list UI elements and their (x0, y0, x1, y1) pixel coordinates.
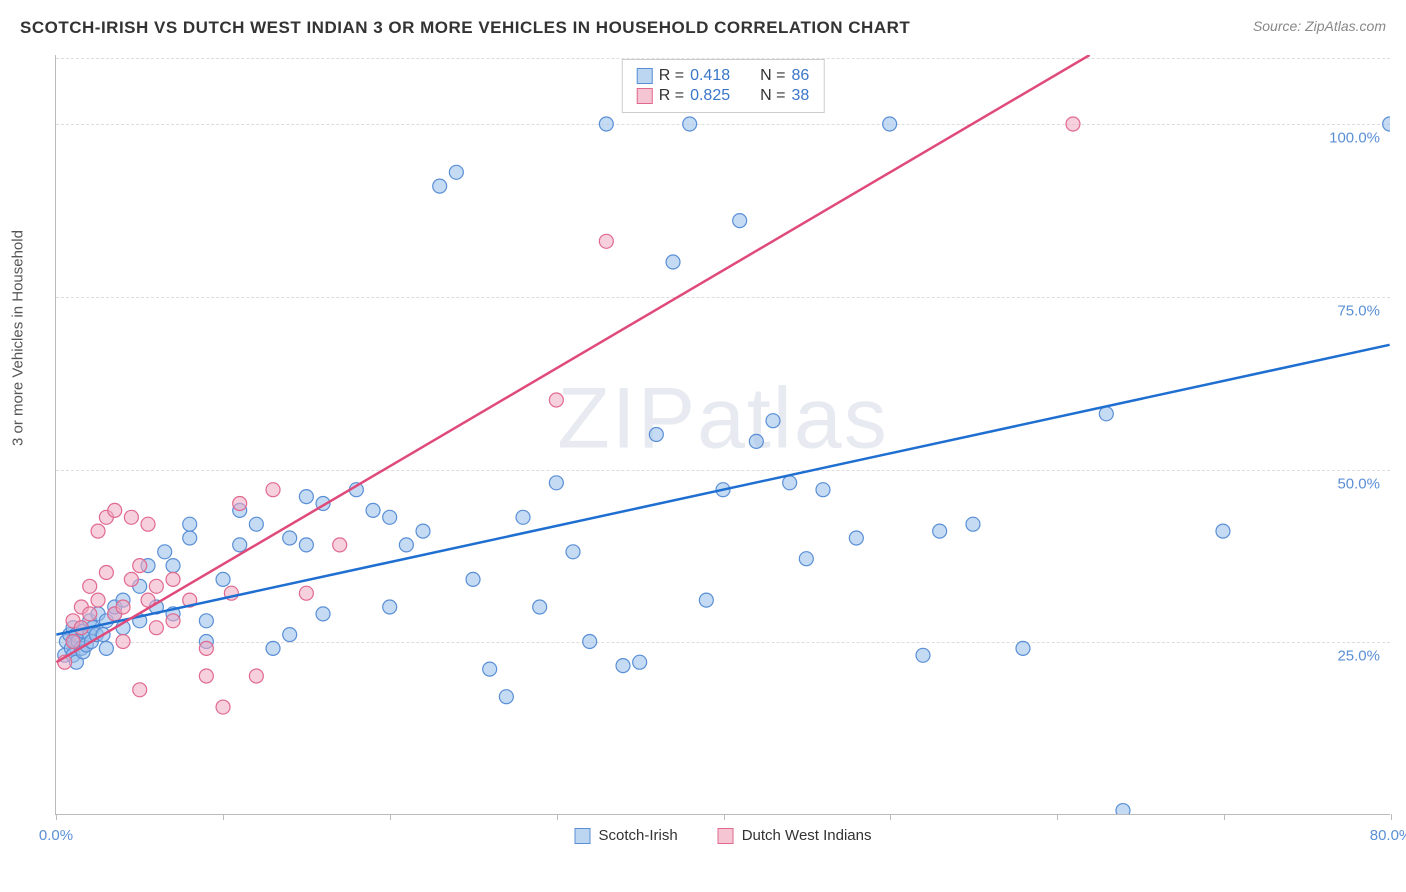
stats-swatch-1 (637, 68, 653, 84)
plot-svg (56, 55, 1390, 814)
stats-row: R = 0.825 N = 38 (637, 86, 810, 106)
stats-r-value-2: 0.825 (690, 87, 730, 105)
legend-item-2: Dutch West Indians (718, 827, 872, 844)
legend: Scotch-Irish Dutch West Indians (575, 827, 872, 844)
stats-n-value-2: 38 (791, 87, 809, 105)
stats-label-n: N = (760, 67, 785, 85)
chart-container: SCOTCH-IRISH VS DUTCH WEST INDIAN 3 OR M… (0, 0, 1406, 892)
source-label: Source: ZipAtlas.com (1253, 18, 1386, 34)
stats-label-r: R = (659, 87, 684, 105)
xtick-label: 0.0% (39, 827, 73, 844)
legend-swatch-1 (575, 828, 591, 844)
stats-label-r: R = (659, 67, 684, 85)
xtick-label: 80.0% (1370, 827, 1406, 844)
legend-label-2: Dutch West Indians (742, 827, 872, 844)
legend-label-1: Scotch-Irish (599, 827, 678, 844)
stats-label-n: N = (760, 87, 785, 105)
plot-area: ZIPatlas R = 0.418 N = 86 R = 0.825 N = … (55, 55, 1390, 815)
legend-swatch-2 (718, 828, 734, 844)
stats-box: R = 0.418 N = 86 R = 0.825 N = 38 (622, 59, 825, 113)
chart-title: SCOTCH-IRISH VS DUTCH WEST INDIAN 3 OR M… (20, 18, 910, 38)
y-axis-label: 3 or more Vehicles in Household (10, 230, 27, 446)
stats-swatch-2 (637, 88, 653, 104)
stats-r-value-1: 0.418 (690, 67, 730, 85)
stats-n-value-1: 86 (791, 67, 809, 85)
stats-row: R = 0.418 N = 86 (637, 66, 810, 86)
legend-item-1: Scotch-Irish (575, 827, 678, 844)
